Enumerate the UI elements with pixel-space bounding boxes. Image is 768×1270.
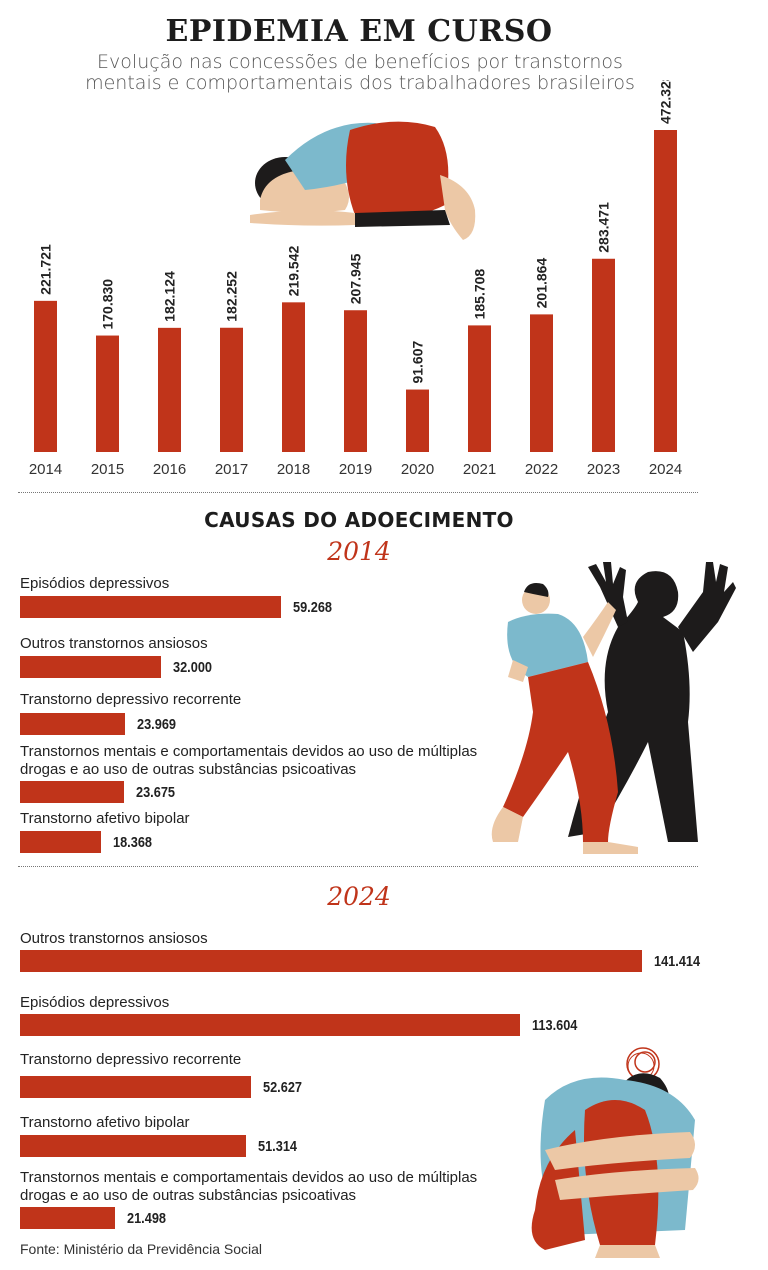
cause-label: Episódios depressivos bbox=[20, 575, 170, 592]
cause-value: 141.414 bbox=[654, 953, 701, 970]
value-label-2017: 182.252 bbox=[224, 271, 240, 322]
tick-label-2022: 2022 bbox=[525, 461, 558, 478]
cause-bar bbox=[20, 781, 125, 803]
cause-label: Transtorno afetivo bipolar bbox=[20, 1114, 190, 1131]
shadow-monster-illustration bbox=[491, 562, 736, 854]
bar-2022 bbox=[530, 314, 553, 452]
tick-label-2017: 2017 bbox=[215, 461, 248, 478]
cause-label: Episódios depressivos bbox=[20, 994, 170, 1011]
chart-subtitle: Evolução nas concessões de benefícios po… bbox=[85, 51, 635, 94]
cause-value: 52.627 bbox=[263, 1079, 303, 1096]
bar-2021 bbox=[468, 325, 491, 452]
bar-2023 bbox=[592, 258, 615, 452]
bar-2014 bbox=[34, 300, 57, 452]
cause-label: Transtornos mentais e comportamentais de… bbox=[20, 1169, 478, 1204]
value-label-2014: 221.721 bbox=[38, 244, 54, 295]
value-label-2019: 207.945 bbox=[348, 253, 364, 304]
tick-label-2024: 2024 bbox=[649, 461, 682, 478]
cause-value: 113.604 bbox=[531, 1017, 578, 1034]
cause-bar bbox=[20, 656, 161, 678]
divider-middle bbox=[18, 866, 698, 867]
cause-label: Transtorno depressivo recorrente bbox=[20, 691, 242, 708]
value-label-2024: 472.328 bbox=[658, 80, 674, 124]
bar-2020 bbox=[406, 389, 429, 452]
cause-bar bbox=[20, 713, 126, 735]
causes-section-title: CAUSAS DO ADOECIMENTO bbox=[204, 508, 514, 532]
bar-2015 bbox=[96, 335, 119, 452]
cause-label: Transtornos mentais e comportamentais de… bbox=[20, 743, 478, 778]
bar-2017 bbox=[220, 327, 243, 452]
divider-top bbox=[18, 492, 698, 493]
yearly-bar-chart: 221.721 2014 170.830 2015 182.124 2016 182.252… bbox=[29, 80, 682, 478]
tick-label-2015: 2015 bbox=[91, 461, 124, 478]
source-note: Fonte: Ministério da Previdência Social bbox=[20, 1241, 263, 1257]
tick-label-2023: 2023 bbox=[587, 461, 620, 478]
cause-label: Transtorno depressivo recorrente bbox=[20, 1051, 242, 1068]
value-label-2021: 185.708 bbox=[472, 269, 488, 320]
tick-label-2019: 2019 bbox=[339, 461, 372, 478]
cause-value: 59.268 bbox=[292, 599, 332, 616]
cause-value: 23.675 bbox=[136, 784, 176, 801]
year-heading-2014: 2014 bbox=[327, 537, 391, 566]
cause-bar bbox=[20, 950, 642, 972]
hugging-knees-illustration bbox=[531, 1047, 699, 1258]
value-label-2023: 283.471 bbox=[596, 202, 612, 253]
tick-label-2021: 2021 bbox=[463, 461, 496, 478]
cause-value: 32.000 bbox=[172, 659, 212, 676]
cause-bar bbox=[20, 1014, 520, 1036]
value-label-2018: 219.542 bbox=[286, 246, 302, 297]
cause-label: Outros transtornos ansiosos bbox=[20, 635, 208, 652]
chart-title: EPIDEMIA EM CURSO bbox=[165, 14, 553, 49]
tick-label-2014: 2014 bbox=[29, 461, 62, 478]
value-label-2015: 170.830 bbox=[100, 279, 116, 330]
cause-value: 21.498 bbox=[126, 1210, 166, 1227]
cause-label: Outros transtornos ansiosos bbox=[20, 930, 208, 947]
cause-bar bbox=[20, 1135, 246, 1157]
tick-label-2020: 2020 bbox=[401, 461, 434, 478]
cause-bar bbox=[20, 596, 281, 618]
value-label-2022: 201.864 bbox=[534, 258, 550, 309]
cause-bar bbox=[20, 1076, 252, 1098]
tick-label-2016: 2016 bbox=[153, 461, 186, 478]
value-label-2020: 91.607 bbox=[410, 341, 426, 384]
bar-2016 bbox=[158, 327, 181, 452]
cause-bar bbox=[20, 1207, 115, 1229]
bar-2018 bbox=[282, 302, 305, 452]
lying-person-illustration bbox=[250, 121, 476, 240]
tick-label-2018: 2018 bbox=[277, 461, 310, 478]
cause-label: Transtorno afetivo bipolar bbox=[20, 810, 190, 827]
cause-value: 18.368 bbox=[112, 834, 152, 851]
cause-bar bbox=[20, 831, 101, 853]
value-label-2016: 182.124 bbox=[162, 271, 178, 322]
bar-2019 bbox=[344, 310, 367, 452]
cause-value: 51.314 bbox=[257, 1138, 297, 1155]
year-heading-2024: 2024 bbox=[327, 882, 391, 911]
bar-2024 bbox=[654, 130, 677, 452]
cause-value: 23.969 bbox=[137, 716, 177, 733]
